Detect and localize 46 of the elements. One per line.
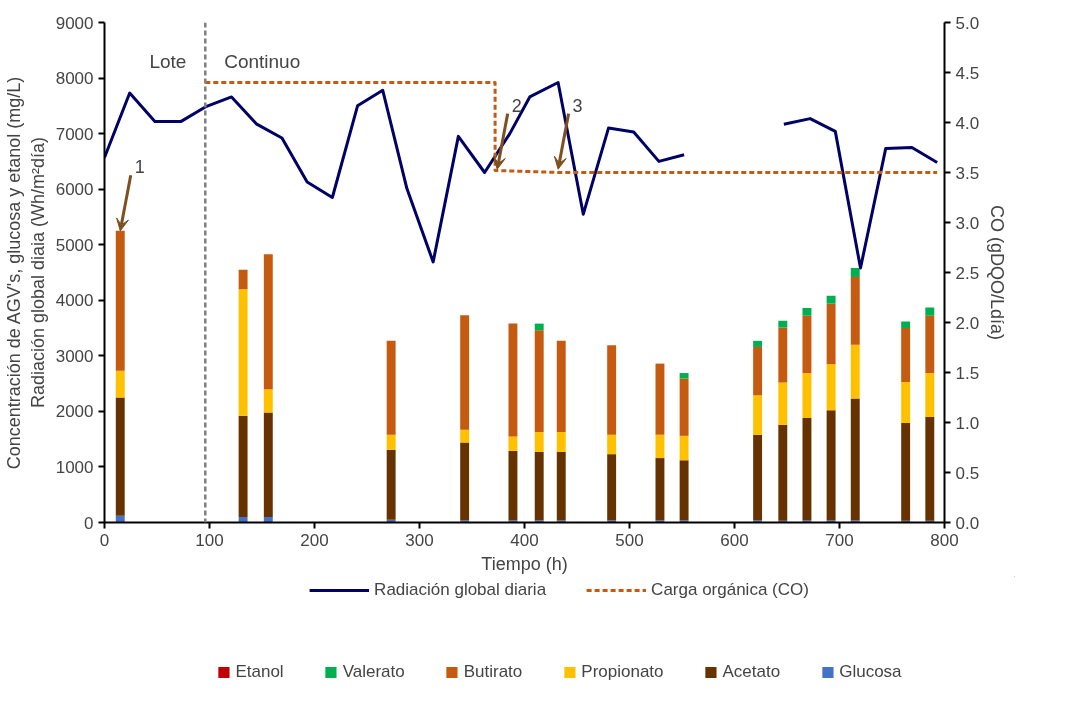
y-tick-label: 7000 bbox=[55, 124, 94, 144]
annotation: 1 bbox=[134, 157, 145, 178]
y2-tick-label: 0.0 bbox=[955, 513, 980, 533]
y2-tick-label: 5.0 bbox=[955, 13, 980, 33]
y2-tick-label: 0.5 bbox=[955, 463, 980, 483]
x-tick-label: 600 bbox=[720, 530, 749, 550]
y2-tick-label: 2.5 bbox=[955, 263, 980, 283]
legend-label: Butirato bbox=[463, 662, 523, 682]
y2-tick-label: 3.0 bbox=[955, 213, 980, 233]
legend-label: Propionato bbox=[581, 662, 664, 682]
x-tick-label: 800 bbox=[930, 530, 959, 550]
y-tick-label: 4000 bbox=[55, 291, 94, 311]
y2-axis-title: CO (gDQO/Ldía) bbox=[987, 204, 1008, 341]
y-tick-label: 6000 bbox=[55, 180, 94, 200]
x-axis-title: Tiempo (h) bbox=[481, 553, 568, 574]
x-tick-label: 0 bbox=[99, 530, 110, 550]
y-tick-label: 8000 bbox=[55, 69, 94, 89]
y2-tick-label: 4.0 bbox=[955, 113, 980, 133]
legend-label: Radiación global diaria bbox=[374, 580, 547, 600]
y-tick-label: 9000 bbox=[55, 13, 94, 33]
y2-tick-label: 2.0 bbox=[955, 313, 980, 333]
annotation: Lote bbox=[149, 50, 187, 72]
legend-label: Glucosa bbox=[839, 662, 902, 682]
x-tick-label: 200 bbox=[300, 530, 329, 550]
y2-tick-label: 1.5 bbox=[955, 363, 980, 383]
legend-label: Carga orgánica (CO) bbox=[651, 580, 809, 600]
annotation: 3 bbox=[572, 95, 583, 116]
y-tick-label: 0 bbox=[84, 513, 94, 533]
y2-tick-label: 1.0 bbox=[955, 413, 980, 433]
legend-label: Etanol bbox=[235, 662, 284, 682]
x-tick-label: 300 bbox=[405, 530, 434, 550]
annotation: Continuo bbox=[224, 50, 301, 72]
x-tick-label: 100 bbox=[195, 530, 224, 550]
x-tick-label: 400 bbox=[510, 530, 539, 550]
y2-tick-label: 3.5 bbox=[955, 163, 980, 183]
legend-label: Valerato bbox=[342, 662, 405, 682]
y-axis-title: Concentración de AGV's, glucosa y etanol (mg/L) Radiación global diaia (Wh/m²día) bbox=[3, 76, 48, 470]
annotation: 2 bbox=[511, 95, 522, 116]
y-tick-label: 5000 bbox=[55, 235, 94, 255]
y-tick-label: 1000 bbox=[55, 457, 94, 477]
legend-label: Acetato bbox=[722, 662, 781, 682]
y-tick-label: 3000 bbox=[55, 346, 94, 366]
y2-tick-label: 4.5 bbox=[955, 63, 980, 83]
x-tick-label: 500 bbox=[615, 530, 644, 550]
y-tick-label: 2000 bbox=[55, 402, 94, 422]
x-tick-label: 700 bbox=[825, 530, 854, 550]
